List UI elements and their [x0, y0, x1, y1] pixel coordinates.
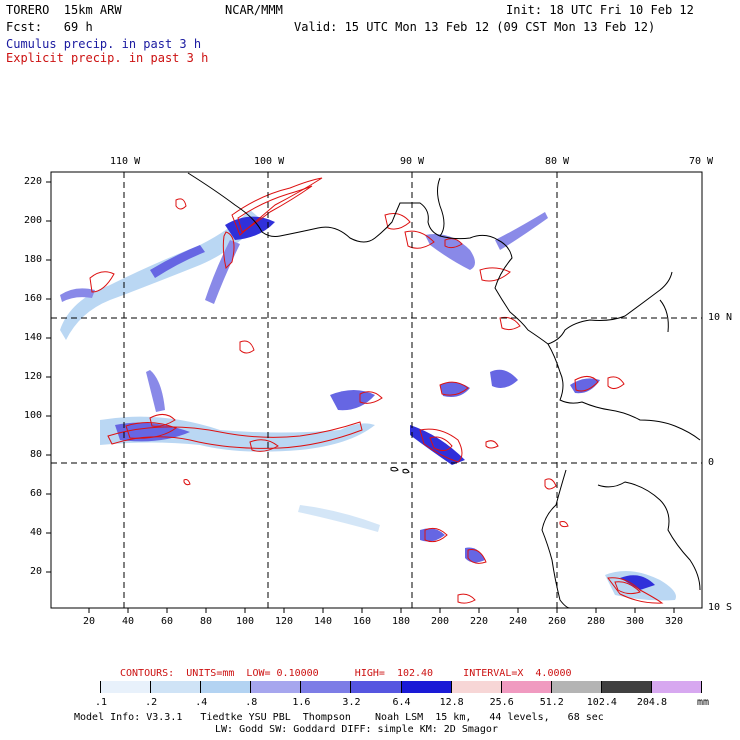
- x-tick: 300: [626, 616, 645, 627]
- y-tick: 80: [30, 449, 43, 460]
- explicit-legend: Explicit precip. in past 3 h: [6, 51, 209, 65]
- lat-label-10s: 10 S: [708, 602, 733, 613]
- colorbar-label: .8: [245, 697, 258, 708]
- colorbar-swatch: [401, 681, 452, 693]
- x-tick: 260: [548, 616, 567, 627]
- coastlines: [187, 172, 701, 609]
- x-tick: 280: [587, 616, 606, 627]
- colorbar-swatch: [201, 681, 252, 693]
- valid-time: Valid: 15 UTC Mon 13 Feb 12 (09 CST Mon …: [294, 20, 656, 34]
- model-title: TORERO 15km ARW: [6, 3, 122, 17]
- colorbar-swatch: [451, 681, 502, 693]
- lon-label-100w: 100 W: [254, 156, 285, 167]
- contour-info: CONTOURS: UNITS=mm LOW= 0.10000 HIGH= 10…: [120, 668, 572, 679]
- colorbar-label: .1: [95, 697, 108, 708]
- lon-label-110w: 110 W: [110, 156, 141, 167]
- init-time: Init: 18 UTC Fri 10 Feb 12: [506, 3, 694, 17]
- y-tick: 220: [24, 176, 43, 187]
- colorbar-label: 1.6: [292, 697, 311, 708]
- lat-label-0: 0: [708, 457, 715, 468]
- colorbar-label: 102.4: [586, 697, 617, 708]
- lon-label-90w: 90 W: [400, 156, 425, 167]
- y-tick: 20: [30, 566, 43, 577]
- y-tick: 200: [24, 215, 43, 226]
- colorbar-swatch: [251, 681, 302, 693]
- lon-label-80w: 80 W: [545, 156, 570, 167]
- colorbar-label: 25.6: [489, 697, 514, 708]
- y-tick: 160: [24, 293, 43, 304]
- x-tick: 200: [431, 616, 450, 627]
- y-tick: 140: [24, 332, 43, 343]
- colorbar-swatch: [351, 681, 402, 693]
- colorbar-swatch: [51, 681, 102, 693]
- colorbar-label: 3.2: [342, 697, 361, 708]
- colorbar-swatch: [501, 681, 552, 693]
- colorbar-swatch: [651, 681, 702, 693]
- colorbar-label: .2: [145, 697, 158, 708]
- colorbar-label: .4: [195, 697, 208, 708]
- cumulus-legend: Cumulus precip. in past 3 h: [6, 37, 202, 51]
- cumulus-precip-areas: [60, 210, 676, 601]
- colorbar-swatch: [101, 681, 152, 693]
- x-tick: 40: [122, 616, 135, 627]
- physics-info: LW: Godd SW: Goddard DIFF: simple KM: 2D…: [215, 724, 498, 735]
- lon-label-70w: 70 W: [689, 156, 714, 167]
- x-tick: 160: [353, 616, 372, 627]
- x-tick: 100: [236, 616, 255, 627]
- lat-lon-grid: [51, 172, 702, 608]
- x-tick: 120: [275, 616, 294, 627]
- colorbar-swatch: [601, 681, 652, 693]
- x-tick: 180: [392, 616, 411, 627]
- colorbar-swatch: [551, 681, 602, 693]
- forecast-hour: Fcst: 69 h: [6, 20, 93, 34]
- x-tick: 320: [665, 616, 684, 627]
- x-tick: 80: [200, 616, 213, 627]
- model-info: Model Info: V3.3.1 Tiedtke YSU PBL Thomp…: [74, 712, 604, 723]
- lat-label-10n: 10 N: [708, 312, 733, 323]
- colorbar-label: 12.8: [439, 697, 464, 708]
- colorbar-swatch: [301, 681, 352, 693]
- colorbar-unit: mm: [697, 697, 710, 708]
- org-label: NCAR/MMM: [225, 3, 283, 17]
- colorbar-swatch: [151, 681, 202, 693]
- y-tick: 120: [24, 371, 43, 382]
- y-tick: 60: [30, 488, 43, 499]
- map-ticks: [46, 181, 675, 613]
- x-tick: 60: [161, 616, 174, 627]
- x-tick: 240: [509, 616, 528, 627]
- x-tick: 140: [314, 616, 333, 627]
- colorbar-label: 51.2: [539, 697, 564, 708]
- y-tick: 100: [24, 410, 43, 421]
- explicit-precip-contours: [89, 177, 664, 604]
- colorbar-label: 204.8: [636, 697, 667, 708]
- x-tick: 20: [83, 616, 96, 627]
- y-tick: 40: [30, 527, 43, 538]
- x-tick: 220: [470, 616, 489, 627]
- y-tick: 180: [24, 254, 43, 265]
- colorbar-label: 6.4: [392, 697, 411, 708]
